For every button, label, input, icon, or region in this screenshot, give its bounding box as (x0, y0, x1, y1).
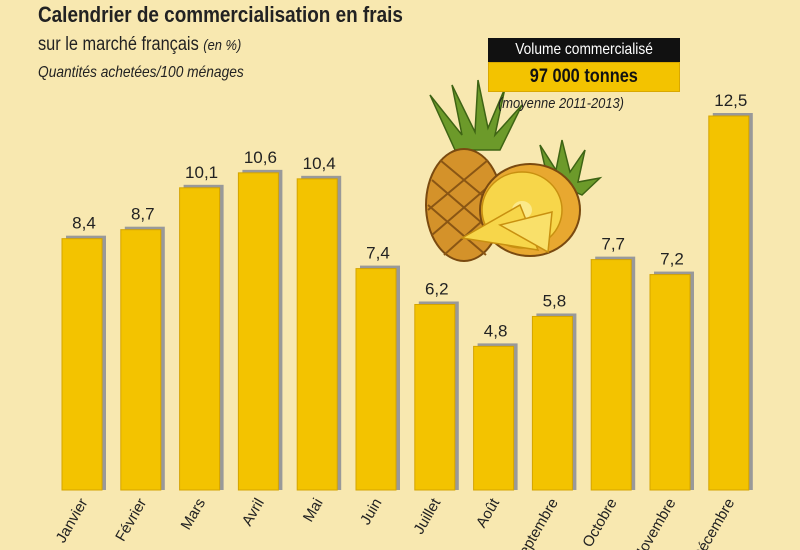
bar-group: 7,7 Octobre (579, 235, 636, 550)
volume-box: Volume commercialisé 97 000 tonnes (488, 38, 680, 92)
volume-value: 97 000 tonnes (488, 62, 680, 92)
volume-value-text: 97 000 tonnes (529, 66, 639, 87)
bar (414, 303, 456, 491)
bar (61, 238, 103, 491)
category-label: Juin (357, 496, 385, 528)
category-label: Janvier (53, 496, 92, 546)
bar (120, 229, 162, 491)
bar-value-label: 8,7 (131, 205, 155, 224)
subtitle-text: sur le marché français (38, 34, 199, 55)
bar (355, 268, 397, 491)
category-label: Octobre (579, 496, 620, 550)
subtitle-unit: (en %) (203, 37, 242, 54)
category-label: Décembre (689, 496, 738, 550)
bar-value-label: 12,5 (714, 91, 747, 110)
category-label: Mai (300, 496, 327, 525)
bar (237, 172, 279, 491)
bar (473, 345, 515, 491)
bar-group: 7,2 Novembre (630, 250, 694, 550)
category-label: Juillet (410, 495, 444, 537)
bar-group: 8,4 Janvier (53, 214, 106, 546)
bar-value-label: 7,7 (601, 235, 625, 254)
bar-value-label: 10,1 (185, 163, 218, 182)
bar (296, 178, 338, 491)
bar-value-label: 4,8 (484, 321, 508, 340)
volume-period: (moyenne 2011-2013) (498, 95, 624, 112)
bar-value-label: 8,4 (72, 214, 96, 233)
bar (590, 259, 632, 491)
bar-value-label: 7,2 (660, 250, 684, 269)
bar (531, 315, 573, 491)
pineapple-illustration (425, 79, 603, 262)
volume-label-text: Volume commercialisé (515, 41, 653, 58)
bar-group: 10,6 Avril (237, 148, 283, 530)
category-label: Février (112, 495, 150, 544)
bar-group: 5,8 Septembre (510, 291, 577, 550)
bar (708, 115, 750, 491)
bar-group: 8,7 Février (112, 205, 165, 544)
category-label: Septembre (510, 496, 561, 550)
bar (179, 187, 221, 491)
bar-group: 10,4 Mai (296, 154, 342, 525)
bar-value-label: 6,2 (425, 279, 449, 298)
bar-group: 12,5 Décembre (689, 91, 753, 550)
category-label: Avril (239, 496, 268, 530)
bar-value-label: 10,6 (244, 148, 277, 167)
bar-group: 6,2 Juillet (410, 279, 459, 537)
category-label: Novembre (630, 496, 679, 550)
chart-note: Quantités achetées/100 ménages (38, 64, 244, 81)
bar-group: 4,8 Août (473, 321, 518, 531)
bar-group: 10,1 Mars (178, 163, 224, 533)
bar (649, 274, 691, 491)
category-label: Août (473, 495, 504, 531)
chart-title: Calendrier de commercialisation en frais (38, 2, 403, 27)
category-label: Mars (178, 496, 209, 533)
bar-value-label: 10,4 (303, 154, 336, 173)
bar-value-label: 7,4 (366, 244, 390, 263)
bar-value-label: 5,8 (543, 291, 567, 310)
chart-subtitle: sur le marché français (en %) (38, 34, 241, 56)
bar-group: 7,4 Juin (355, 244, 400, 528)
volume-label: Volume commercialisé (488, 38, 680, 62)
